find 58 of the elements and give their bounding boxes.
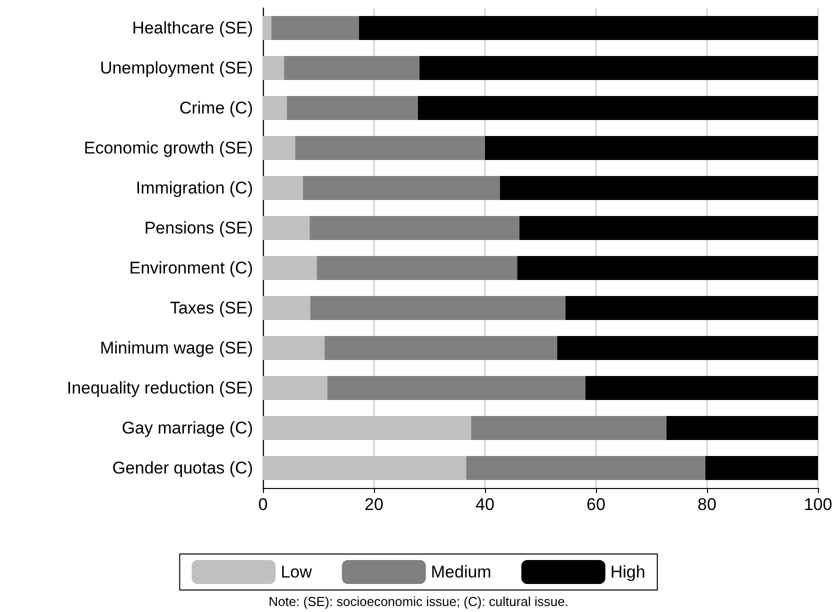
bar bbox=[565, 296, 818, 320]
y-tick-label: Taxes (SE) bbox=[170, 298, 253, 318]
y-tick-label: Minimum wage (SE) bbox=[100, 338, 253, 358]
bar bbox=[310, 296, 566, 320]
bar bbox=[263, 136, 296, 160]
bar bbox=[295, 136, 485, 160]
bar bbox=[705, 456, 818, 480]
legend-label: Low bbox=[280, 562, 313, 582]
bar bbox=[324, 336, 558, 360]
bar bbox=[271, 16, 360, 40]
bar bbox=[263, 376, 328, 400]
bar bbox=[500, 176, 818, 200]
x-tick-label: 80 bbox=[698, 495, 716, 514]
y-tick-label: Unemployment (SE) bbox=[100, 58, 253, 78]
y-tick-label: Economic growth (SE) bbox=[84, 138, 253, 158]
bar bbox=[302, 176, 500, 200]
bar bbox=[585, 376, 818, 400]
bar bbox=[485, 136, 818, 160]
y-tick-label: Healthcare (SE) bbox=[132, 18, 253, 38]
y-tick-label: Immigration (C) bbox=[136, 178, 253, 198]
bar bbox=[517, 256, 818, 280]
bar bbox=[420, 56, 818, 80]
bar bbox=[263, 416, 472, 440]
y-tick-label: Gay marriage (C) bbox=[122, 418, 253, 438]
x-tick-label: 0 bbox=[258, 495, 268, 514]
bar bbox=[327, 376, 586, 400]
bar bbox=[284, 56, 420, 80]
x-tick-label: 60 bbox=[586, 495, 606, 514]
bar bbox=[471, 416, 666, 440]
bar bbox=[310, 216, 520, 240]
bar bbox=[286, 96, 418, 120]
bar bbox=[263, 256, 317, 280]
y-tick-label: Crime (C) bbox=[179, 98, 253, 118]
y-tick-label: Inequality reduction (SE) bbox=[66, 378, 253, 398]
x-tick-label: 20 bbox=[364, 495, 384, 514]
y-tick-label: Pensions (SE) bbox=[144, 218, 253, 238]
bar bbox=[316, 256, 518, 280]
bar bbox=[263, 56, 284, 80]
bar bbox=[263, 16, 272, 40]
bar bbox=[519, 216, 818, 240]
bar bbox=[263, 96, 287, 120]
legend-label: Medium bbox=[430, 562, 492, 582]
y-tick-label: Environment (C) bbox=[129, 258, 253, 278]
x-tick-label: 40 bbox=[476, 495, 494, 514]
bar bbox=[557, 336, 818, 360]
x-tick-label: 100 bbox=[804, 495, 832, 514]
bar bbox=[466, 456, 706, 480]
bar bbox=[666, 416, 818, 440]
bar bbox=[359, 16, 818, 40]
bar bbox=[263, 216, 310, 240]
bar bbox=[263, 456, 466, 480]
bar bbox=[263, 336, 325, 360]
bar bbox=[263, 176, 303, 200]
text: Note: (SE): socioeconomic issue; (C): cultural issue. bbox=[268, 594, 568, 609]
bar bbox=[263, 296, 310, 320]
y-tick-label: Gender quotas (C) bbox=[112, 458, 253, 478]
legend-label: High bbox=[610, 562, 646, 582]
bar bbox=[418, 96, 818, 120]
